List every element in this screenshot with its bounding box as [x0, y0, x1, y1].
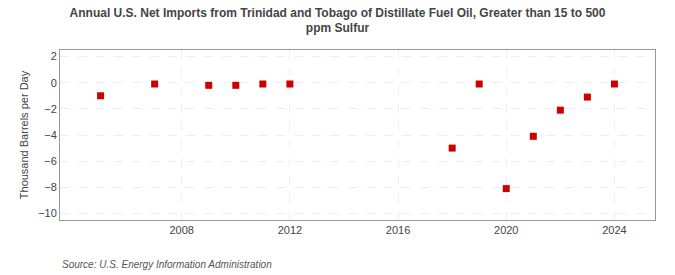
svg-text:2008: 2008 — [169, 224, 193, 236]
svg-text:Source: U.S. Energy Informatio: Source: U.S. Energy Information Administ… — [62, 259, 272, 270]
svg-text:−2: −2 — [44, 103, 57, 115]
svg-text:Thousand Barrels per Day: Thousand Barrels per Day — [18, 70, 30, 199]
svg-text:2020: 2020 — [494, 224, 518, 236]
svg-text:−10: −10 — [38, 207, 57, 219]
svg-text:−6: −6 — [44, 155, 57, 167]
svg-text:Annual U.S. Net Imports from T: Annual U.S. Net Imports from Trinidad an… — [70, 6, 606, 36]
svg-text:2: 2 — [51, 50, 57, 62]
svg-text:2024: 2024 — [602, 224, 626, 236]
svg-text:0: 0 — [51, 77, 57, 89]
svg-text:2012: 2012 — [278, 224, 302, 236]
svg-text:2016: 2016 — [386, 224, 410, 236]
svg-text:−4: −4 — [44, 129, 57, 141]
svg-text:−8: −8 — [44, 181, 57, 193]
